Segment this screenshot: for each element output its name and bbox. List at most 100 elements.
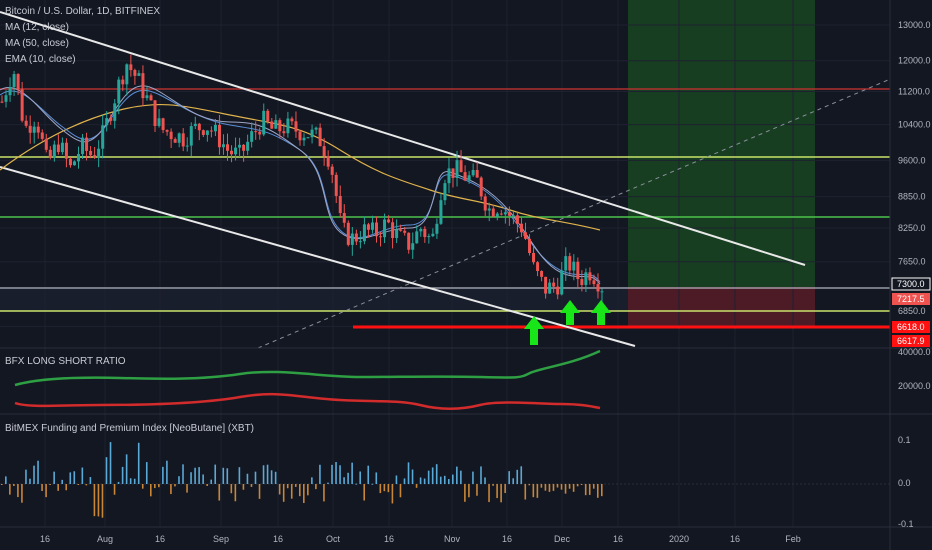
funding-bar [298,484,301,497]
candle-body [431,233,435,237]
funding-bar [552,484,555,491]
candle-body [81,137,85,155]
candle-body [403,230,407,233]
funding-bar [274,471,277,484]
candle-body [48,149,52,158]
funding-bar [347,472,349,484]
candle-body [52,144,56,158]
candle-body [40,132,44,139]
funding-bar [113,484,116,495]
candle-body [588,272,592,281]
candle-body [157,118,161,126]
candle-body [0,101,4,103]
funding-bar [109,442,112,484]
funding-bar [315,484,317,490]
funding-bar [294,484,297,487]
shorts-line [14,392,601,410]
candle-body [153,100,157,126]
candle-body [310,129,314,138]
funding-bar [133,478,136,484]
candle-body [600,291,604,293]
funding-bar [154,484,156,489]
y-tick-label: 6850.0 [898,306,926,316]
x-tick-label: Feb [785,534,801,544]
candle-body [209,130,213,132]
candle-body [254,131,258,133]
candle-body [435,223,439,234]
candle-body [495,213,499,217]
candle-body [532,252,536,263]
funding-bar [540,484,543,488]
funding-bar [427,470,430,484]
funding-bar [230,484,233,494]
candle-body [197,123,201,131]
legend-ma12[interactable]: MA (12, close) [5,22,69,33]
funding-bar [190,472,192,484]
funding-bar [21,484,23,503]
funding-bar [162,466,164,484]
ema10-line [0,85,601,285]
candle-body [427,236,431,238]
funding-bar [568,484,571,489]
candle-body [217,124,221,148]
candle-body [213,124,217,132]
candle-body [129,64,133,71]
candle-body [68,158,72,166]
funding-bar [13,484,15,486]
subpanel-tick-label: 0.1 [898,435,911,445]
candle-body [318,127,322,147]
funding-bar [222,467,225,484]
candle-body [383,219,387,238]
arrow-icon [524,300,611,345]
funding-bar [447,479,450,484]
legend-ma50[interactable]: MA (50, close) [5,38,69,49]
candle-body [60,142,64,153]
candle-body [290,118,294,122]
candle-body [584,272,588,285]
funding-bar [419,477,422,484]
legend-ema10[interactable]: EMA (10, close) [5,54,76,65]
funding-bar [141,484,144,489]
y-tick-label: 11200.0 [898,87,930,97]
candle-body [262,110,266,135]
funding-bar [524,484,527,500]
funding-bar [415,484,418,488]
candle-body [97,148,101,158]
candle-body [121,79,125,85]
y-tick-label: 8850.0 [898,192,926,202]
candle-body [342,213,346,223]
funding-bars [1,442,603,518]
funding-bar [121,466,124,484]
funding-bar [387,484,390,493]
funding-bar [238,467,241,484]
funding-bar [323,484,325,502]
funding-bar [166,460,168,484]
candle-body [544,276,548,294]
candle-body [234,147,238,155]
x-tick-label: 16 [613,534,623,544]
candle-body [101,125,105,149]
funding-bar [363,484,366,501]
funding-bar [560,484,563,490]
candle-body [346,222,350,245]
legend: Bitcoin / U.S. Dollar, 1D, BITFINEX MA (… [5,4,160,68]
candle-body [258,131,262,135]
price-label-box [892,321,930,333]
funding-bar [439,476,442,484]
candle-body [298,131,302,141]
candle-body [379,236,383,238]
candle-body [467,175,471,181]
x-tick-label: Nov [444,534,461,544]
funding-bar [536,484,539,498]
funding-bar [379,484,382,494]
funding-bar [544,484,547,491]
funding-bar [496,484,498,499]
channel-lower [0,166,636,347]
y-tick-label: 10400.0 [898,120,931,130]
funding-bar [303,484,305,504]
funding-bar [367,465,370,484]
candle-body [362,224,366,242]
candle-body [350,233,354,245]
candle-body [399,229,403,231]
funding-bar [331,464,333,484]
